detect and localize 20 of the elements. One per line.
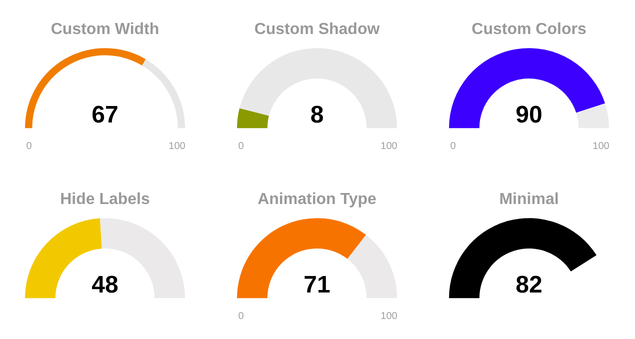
text: 0: [26, 140, 32, 152]
chart-title: Custom Width: [50, 21, 160, 38]
chart-title: Custom Colors: [472, 21, 586, 38]
text: 100: [592, 140, 610, 152]
chart-title: Hide Labels: [60, 191, 150, 208]
chart-title: Animation Type: [258, 191, 377, 208]
text: 48: [92, 272, 118, 299]
text: 67: [92, 102, 118, 129]
chart-title: Minimal: [499, 191, 559, 208]
text: 90: [516, 102, 542, 129]
text: 82: [516, 272, 542, 299]
text: 100: [168, 140, 186, 152]
text: 0: [238, 140, 244, 152]
text: 100: [380, 140, 398, 152]
text: 0: [238, 310, 244, 322]
text: 100: [380, 310, 398, 322]
text: 8: [310, 102, 324, 129]
text: 0: [450, 140, 456, 152]
chart-title: Custom Shadow: [254, 21, 380, 38]
text: 71: [304, 272, 330, 299]
